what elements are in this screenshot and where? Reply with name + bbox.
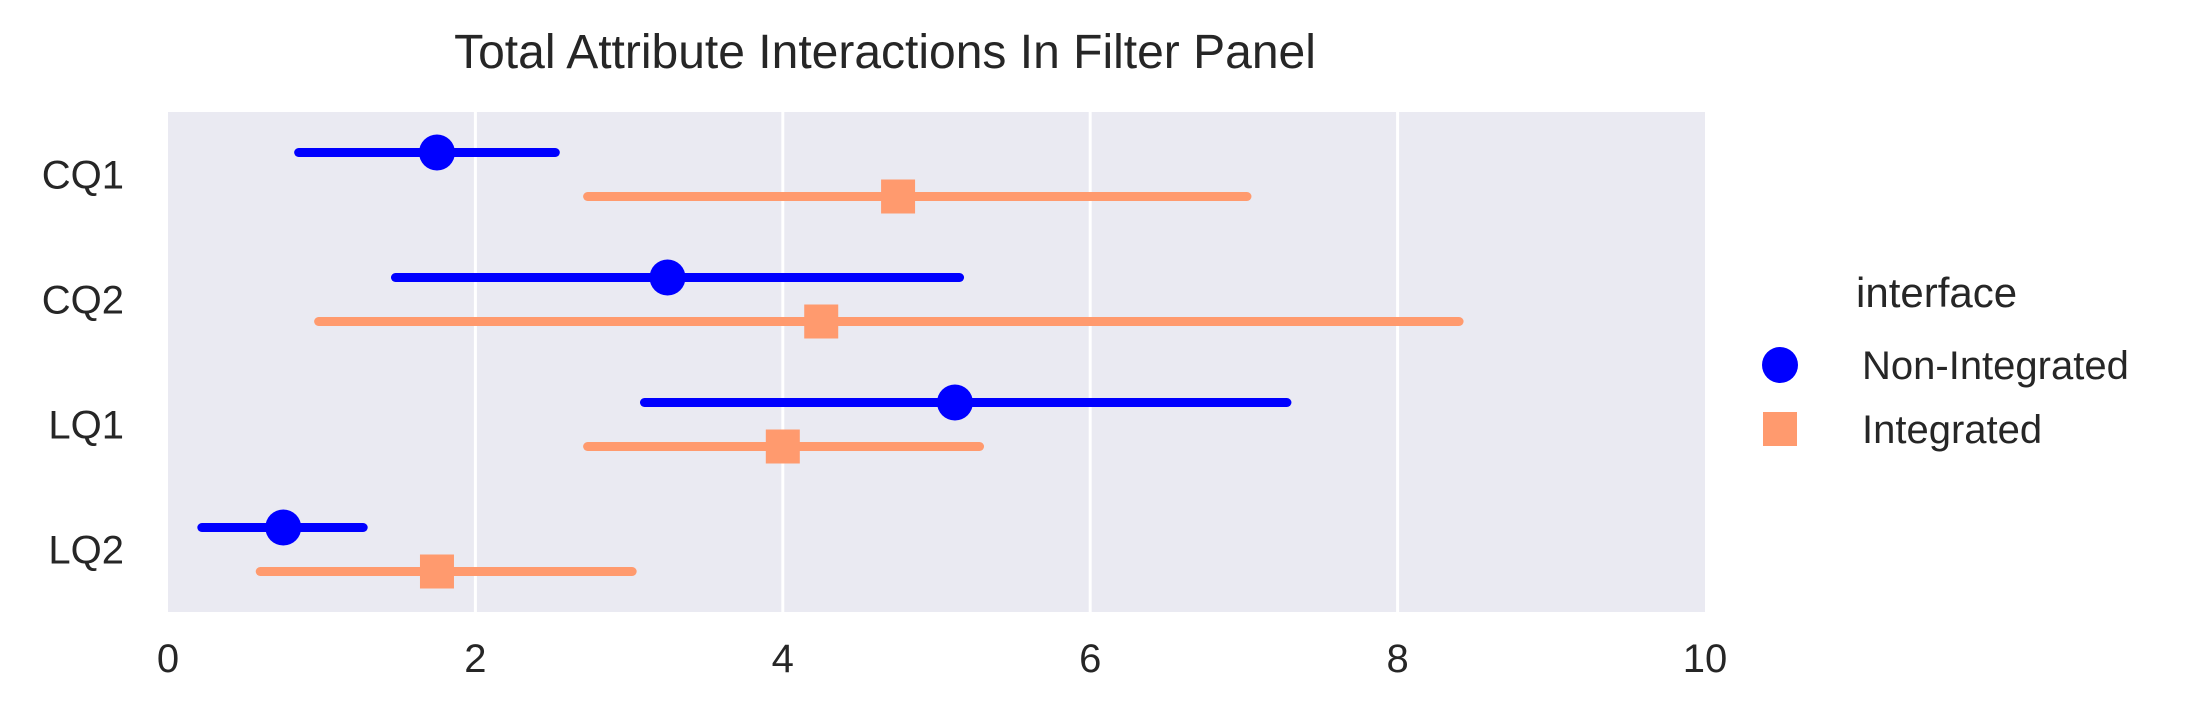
y-tick-label: CQ1 <box>42 154 124 198</box>
data-point <box>419 554 454 589</box>
series-non-integrated <box>197 134 1292 546</box>
data-point <box>265 509 302 546</box>
y-tick-label: LQ2 <box>48 529 124 573</box>
data-point <box>804 304 839 339</box>
x-tick-label: 4 <box>772 637 794 681</box>
legend-item: Non-Integrated <box>1762 344 2129 388</box>
data-point <box>649 259 686 296</box>
x-tick-label: 0 <box>157 637 179 681</box>
x-tick-label: 10 <box>1683 637 1728 681</box>
legend-item: Integrated <box>1763 408 2042 452</box>
legend-label: Non-Integrated <box>1862 344 2129 388</box>
x-tick-label: 8 <box>1386 637 1408 681</box>
x-tick-label: 6 <box>1079 637 1101 681</box>
data-point <box>418 134 455 171</box>
y-axis-ticks: CQ1 CQ2 LQ1 LQ2 <box>42 154 124 573</box>
data-point <box>881 179 916 214</box>
legend: interface Non-Integrated Integrated <box>1762 269 2129 452</box>
legend-title: interface <box>1856 269 2017 316</box>
y-tick-label: LQ1 <box>48 404 124 448</box>
y-tick-label: CQ2 <box>42 279 124 323</box>
series-layer <box>197 134 1464 589</box>
series-integrated <box>255 179 1464 589</box>
plot-area <box>168 112 1705 612</box>
data-point <box>765 429 800 464</box>
x-tick-label: 2 <box>464 637 486 681</box>
legend-items: Non-Integrated Integrated <box>1762 344 2129 452</box>
legend-label: Integrated <box>1862 408 2042 452</box>
legend-marker-circle <box>1762 347 1798 383</box>
legend-marker-square <box>1763 412 1797 446</box>
data-point <box>936 384 973 421</box>
x-axis-ticks: 0 2 4 6 8 10 <box>157 637 1727 681</box>
chart-title: Total Attribute Interactions In Filter P… <box>454 26 1316 79</box>
